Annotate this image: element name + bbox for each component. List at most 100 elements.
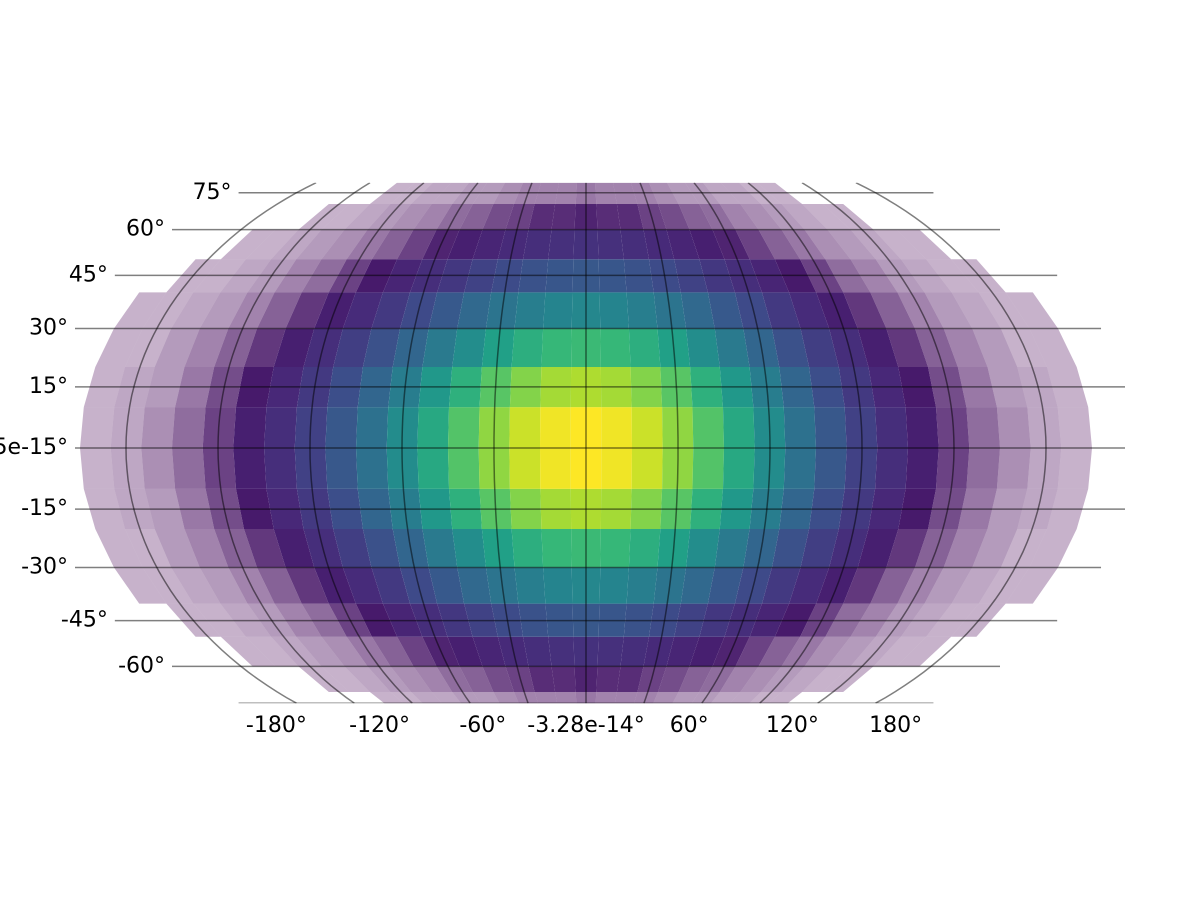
bin bbox=[658, 666, 690, 692]
bin bbox=[541, 529, 572, 568]
bin bbox=[321, 636, 368, 667]
bin bbox=[110, 407, 145, 448]
bin bbox=[244, 529, 286, 568]
bin bbox=[253, 204, 309, 230]
bin bbox=[428, 292, 465, 329]
bin bbox=[397, 229, 437, 260]
bin bbox=[966, 407, 1000, 448]
bin bbox=[843, 292, 887, 329]
meridian bbox=[639, 182, 679, 704]
bin bbox=[762, 292, 801, 329]
bin bbox=[528, 204, 556, 230]
bin bbox=[514, 567, 546, 604]
bin bbox=[896, 636, 952, 667]
bin bbox=[875, 448, 908, 489]
bin bbox=[342, 567, 383, 604]
bin bbox=[321, 229, 368, 260]
bin bbox=[730, 692, 761, 704]
bin bbox=[551, 204, 576, 230]
bin bbox=[171, 292, 221, 329]
bin bbox=[273, 529, 315, 568]
bin bbox=[596, 204, 621, 230]
bin bbox=[620, 636, 649, 667]
bin bbox=[768, 692, 803, 704]
bin bbox=[789, 292, 830, 329]
bin bbox=[1027, 448, 1062, 489]
bin bbox=[600, 328, 631, 367]
bin bbox=[447, 636, 483, 667]
bin bbox=[548, 229, 575, 260]
meridian bbox=[801, 182, 955, 704]
bin bbox=[905, 448, 939, 489]
bin bbox=[1027, 407, 1062, 448]
bin bbox=[245, 229, 299, 260]
meridian bbox=[493, 182, 533, 704]
bin bbox=[390, 204, 432, 230]
bin bbox=[666, 636, 700, 667]
meridian bbox=[855, 182, 1047, 704]
bin bbox=[719, 204, 759, 230]
bin bbox=[689, 229, 725, 260]
bin bbox=[783, 407, 816, 448]
bin bbox=[371, 292, 410, 329]
bin bbox=[172, 407, 206, 448]
bin bbox=[371, 567, 410, 604]
bin bbox=[653, 692, 679, 704]
bin bbox=[599, 292, 629, 329]
bin bbox=[220, 229, 276, 260]
bin bbox=[509, 448, 541, 489]
y-tick-label: 75° bbox=[193, 180, 232, 205]
bin bbox=[113, 292, 167, 329]
bin bbox=[599, 567, 629, 604]
bin bbox=[548, 636, 575, 667]
bin bbox=[1057, 448, 1092, 489]
bin bbox=[244, 328, 286, 367]
bin bbox=[827, 636, 876, 667]
bin bbox=[626, 567, 658, 604]
bin bbox=[843, 567, 887, 604]
x-tick-label: 120° bbox=[766, 713, 819, 738]
bin bbox=[369, 692, 404, 704]
bin bbox=[80, 407, 115, 448]
bin bbox=[783, 448, 816, 489]
bin bbox=[758, 229, 801, 260]
bin bbox=[740, 204, 782, 230]
bin bbox=[172, 448, 206, 489]
bin bbox=[154, 529, 200, 568]
bin bbox=[723, 448, 755, 489]
y-tick-label: -15° bbox=[21, 496, 68, 521]
bin bbox=[1029, 328, 1077, 367]
bin bbox=[431, 692, 462, 704]
bin bbox=[804, 636, 851, 667]
bin bbox=[1005, 292, 1059, 329]
bin bbox=[482, 204, 514, 230]
bin bbox=[628, 328, 661, 367]
y-tick-label: -3.25e-15° bbox=[0, 435, 68, 460]
bin bbox=[762, 567, 801, 604]
y-tick-label: 60° bbox=[126, 217, 165, 242]
bin bbox=[528, 666, 556, 692]
bin bbox=[199, 567, 248, 604]
y-tick-label: 30° bbox=[29, 316, 68, 341]
bin bbox=[614, 692, 638, 704]
bin bbox=[422, 529, 458, 568]
bin bbox=[422, 328, 458, 367]
bin bbox=[514, 292, 546, 329]
bin bbox=[800, 529, 839, 568]
bin bbox=[428, 567, 465, 604]
meridian bbox=[401, 182, 479, 704]
bin bbox=[523, 636, 552, 667]
bin bbox=[870, 567, 915, 604]
bin bbox=[686, 529, 720, 568]
bin bbox=[943, 529, 988, 568]
y-tick-label: 45° bbox=[69, 262, 108, 287]
bin bbox=[413, 204, 453, 230]
bin bbox=[628, 529, 661, 568]
bin bbox=[199, 292, 248, 329]
meridian bbox=[125, 182, 317, 704]
bin bbox=[457, 567, 492, 604]
bin bbox=[802, 204, 851, 230]
bin bbox=[595, 692, 617, 704]
meridian bbox=[693, 182, 771, 704]
bin bbox=[371, 229, 414, 260]
